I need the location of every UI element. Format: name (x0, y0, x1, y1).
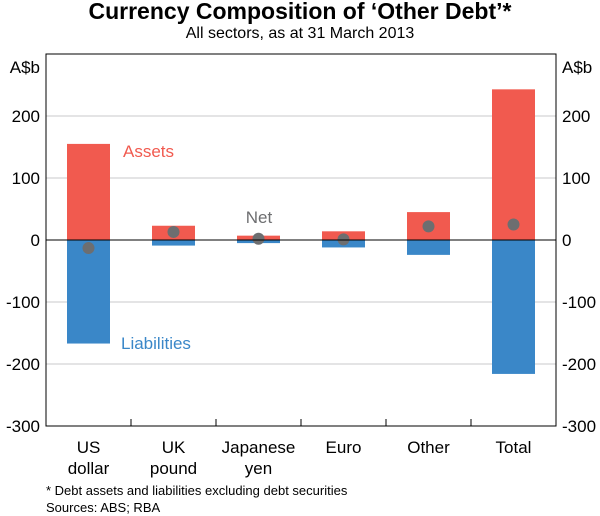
x-tick-label: Euro (326, 438, 362, 457)
chart-subtitle: All sectors, as at 31 March 2013 (185, 25, 415, 42)
bar-assets (492, 89, 535, 240)
y-tick-label-left: 100 (12, 169, 40, 188)
net-dot (252, 232, 265, 245)
y-tick-label-left: -100 (6, 293, 40, 312)
bar-liabilities (67, 240, 110, 344)
bar-assets (67, 143, 110, 240)
x-tick-label: dollar (68, 459, 110, 478)
legend-label-net: Net (246, 208, 273, 227)
bar-liabilities (492, 240, 535, 374)
y-tick-label-left: 0 (31, 231, 40, 250)
x-tick-label: UK (162, 438, 186, 457)
y-axis-unit-right: A$b (562, 58, 592, 77)
y-tick-label-right: -200 (562, 355, 596, 374)
x-tick-label: US (77, 438, 101, 457)
net-dot (422, 220, 435, 233)
x-tick-label: Total (496, 438, 532, 457)
net-dot (167, 225, 180, 238)
x-tick-label: yen (245, 459, 272, 478)
y-tick-label-right: 0 (562, 231, 571, 250)
x-tick-label: Japanese (222, 438, 296, 457)
net-dot (507, 218, 520, 231)
net-dot (337, 233, 350, 246)
net-dot (82, 242, 95, 255)
x-tick-label: Other (407, 438, 450, 457)
footnote: * Debt assets and liabilities excluding … (46, 483, 348, 498)
y-tick-label-right: 200 (562, 107, 590, 126)
sources-note: Sources: ABS; RBA (46, 500, 161, 515)
legend-label-assets: Assets (123, 142, 174, 161)
y-tick-label-right: -300 (562, 417, 596, 436)
bar-liabilities (407, 240, 450, 255)
y-tick-label-right: -100 (562, 293, 596, 312)
bar-liabilities (152, 240, 195, 246)
x-tick-label: pound (150, 459, 197, 478)
y-tick-label-right: 100 (562, 169, 590, 188)
y-tick-label-left: -200 (6, 355, 40, 374)
legend-label-liabilities: Liabilities (121, 334, 191, 353)
y-tick-label-left: -300 (6, 417, 40, 436)
chart-title: Currency Composition of ‘Other Debt’* (88, 0, 512, 24)
y-axis-unit-left: A$b (10, 58, 40, 77)
y-tick-label-left: 200 (12, 107, 40, 126)
